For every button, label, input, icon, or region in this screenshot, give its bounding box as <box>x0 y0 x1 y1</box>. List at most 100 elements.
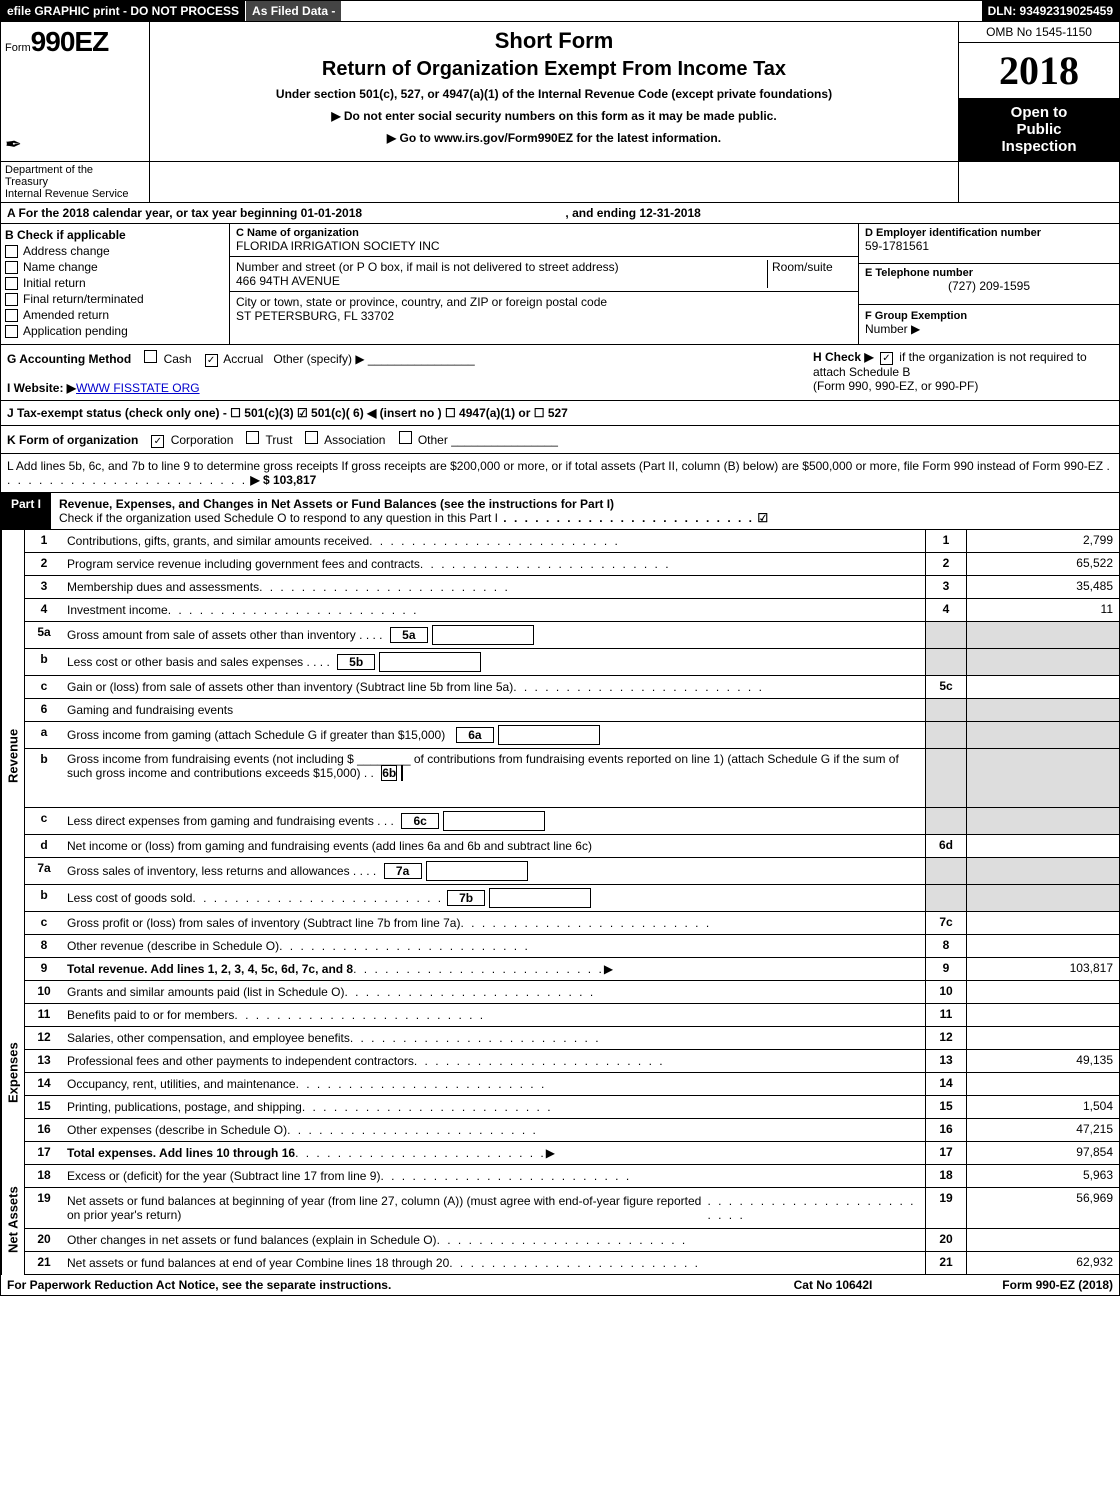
sec-g-row: G Accounting Method Cash Accrual Other (… <box>0 345 1120 401</box>
sec-j-row: J Tax-exempt status (check only one) - ☐… <box>0 401 1120 426</box>
line-8-desc: Other revenue (describe in Schedule O) <box>67 939 279 953</box>
open-to-public-box: Open to Public Inspection <box>959 98 1119 161</box>
line-6b-desc: Gross income from fundraising events (no… <box>67 752 354 766</box>
line-4-value: 11 <box>966 599 1119 621</box>
line-15-value: 1,504 <box>966 1096 1119 1118</box>
efile-label: efile GRAPHIC print - DO NOT PROCESS <box>1 1 245 21</box>
line-6b-minival[interactable] <box>401 765 403 781</box>
cb-final-return[interactable]: Final return/terminated <box>5 292 225 306</box>
part1-check-mark: ☑ <box>757 511 768 525</box>
footer-form-ref: Form 990-EZ (2018) <box>933 1278 1113 1292</box>
line-6d-value <box>966 835 1119 857</box>
sec-addr-value: 466 94TH AVENUE <box>236 274 340 288</box>
header-right: OMB No 1545-1150 2018 Open to Public Ins… <box>958 22 1119 161</box>
form-prefix: Form <box>5 42 31 54</box>
sec-a-ending: , and ending 12-31-2018 <box>565 206 700 220</box>
cb-name-change[interactable]: Name change <box>5 260 225 274</box>
line-4-desc: Investment income <box>67 603 168 617</box>
line-12-value <box>966 1027 1119 1049</box>
cb-assoc[interactable] <box>305 431 318 444</box>
sec-addr-label: Number and street (or P O box, if mail i… <box>236 260 619 274</box>
line-18-value: 5,963 <box>966 1165 1119 1187</box>
sec-j-text: J Tax-exempt status (check only one) - ☐… <box>7 406 568 420</box>
netassets-side-label: Net Assets <box>1 1165 24 1275</box>
sec-i-label: I Website: ▶ <box>7 381 76 395</box>
cb-accrual[interactable] <box>205 354 218 367</box>
cb-application-pending[interactable]: Application pending <box>5 324 225 338</box>
line-6a-minival[interactable] <box>498 725 600 745</box>
line-2-value: 65,522 <box>966 553 1119 575</box>
line-12-desc: Salaries, other compensation, and employ… <box>67 1031 350 1045</box>
line-17-desc: Total expenses. Add lines 10 through 16 <box>67 1146 295 1160</box>
line-7c-desc: Gross profit or (loss) from sales of inv… <box>67 916 460 930</box>
line-1-desc: Contributions, gifts, grants, and simila… <box>67 534 369 548</box>
line-10-desc: Grants and similar amounts paid (list in… <box>67 985 344 999</box>
sec-d-value: 59-1781561 <box>865 239 1113 253</box>
line-13-desc: Professional fees and other payments to … <box>67 1054 414 1068</box>
line-3-desc: Membership dues and assessments <box>67 580 259 594</box>
sec-l-text: L Add lines 5b, 6c, and 7b to line 9 to … <box>7 459 1103 473</box>
sec-h-block: H Check ▶ if the organization is not req… <box>813 350 1113 395</box>
as-filed-label: As Filed Data - <box>245 1 341 21</box>
open-line3: Inspection <box>965 138 1113 155</box>
sec-c-block: C Name of organization FLORIDA IRRIGATIO… <box>230 224 858 344</box>
revenue-side-label: Revenue <box>1 530 24 981</box>
line-8-value <box>966 935 1119 957</box>
page-footer: For Paperwork Reduction Act Notice, see … <box>0 1275 1120 1296</box>
form-number: 990EZ <box>31 26 109 57</box>
line-10-value <box>966 981 1119 1003</box>
sec-city-value: ST PETERSBURG, FL 33702 <box>236 309 852 323</box>
line-15-desc: Printing, publications, postage, and shi… <box>67 1100 302 1114</box>
line-5c-value <box>966 676 1119 698</box>
cb-cash[interactable] <box>144 350 157 363</box>
sec-k-label: K Form of organization <box>7 433 138 447</box>
short-form-title: Short Form <box>156 28 952 54</box>
sec-h-text2: (Form 990, 990-EZ, or 990-PF) <box>813 379 978 393</box>
goto-link-text: ▶ Go to www.irs.gov/Form990EZ for the la… <box>387 131 721 145</box>
cb-other[interactable] <box>399 431 412 444</box>
netassets-section: Net Assets 18Excess or (deficit) for the… <box>0 1165 1120 1275</box>
line-19-value: 56,969 <box>966 1188 1119 1228</box>
footer-left: For Paperwork Reduction Act Notice, see … <box>7 1278 733 1292</box>
line-5c-desc: Gain or (loss) from sale of assets other… <box>67 680 513 694</box>
dept-right-spacer <box>958 162 1119 202</box>
line-5a-minival[interactable] <box>432 625 534 645</box>
goto-link[interactable]: ▶ Go to www.irs.gov/Form990EZ for the la… <box>156 131 952 145</box>
omb-number: OMB No 1545-1150 <box>959 22 1119 43</box>
revenue-section: Revenue 1Contributions, gifts, grants, a… <box>0 530 1120 981</box>
line-6a-desc: Gross income from gaming (attach Schedul… <box>67 728 445 742</box>
cb-address-change[interactable]: Address change <box>5 244 225 258</box>
cb-amended-return[interactable]: Amended return <box>5 308 225 322</box>
cb-trust[interactable] <box>246 431 259 444</box>
sec-k-row: K Form of organization Corporation Trust… <box>0 426 1120 454</box>
sec-l-amount: ▶ $ 103,817 <box>250 473 316 487</box>
sec-e-label: E Telephone number <box>865 267 1113 279</box>
sec-c-value: FLORIDA IRRIGATION SOCIETY INC <box>236 239 852 253</box>
line-5a-desc: Gross amount from sale of assets other t… <box>67 628 356 642</box>
dept-row: Department of the Treasury Internal Reve… <box>0 162 1120 203</box>
line-9-desc: Total revenue. Add lines 1, 2, 3, 4, 5c,… <box>67 962 353 976</box>
part1-header: Part I Revenue, Expenses, and Changes in… <box>0 493 1120 530</box>
dln-label: DLN: 93492319025459 <box>982 1 1119 21</box>
website-link[interactable]: WWW FISSTATE ORG <box>76 381 200 395</box>
expenses-side-label: Expenses <box>1 981 24 1165</box>
line-7a-minival[interactable] <box>426 861 528 881</box>
sec-h-label: H Check ▶ <box>813 350 874 364</box>
sec-a-text: A For the 2018 calendar year, or tax yea… <box>7 206 362 220</box>
line-20-desc: Other changes in net assets or fund bala… <box>67 1233 437 1247</box>
cb-sec-h[interactable] <box>880 352 893 365</box>
sec-c-label: C Name of organization <box>236 227 852 239</box>
sec-d-label: D Employer identification number <box>865 227 1113 239</box>
expenses-section: Expenses 10Grants and similar amounts pa… <box>0 981 1120 1165</box>
cb-initial-return[interactable]: Initial return <box>5 276 225 290</box>
header-center: Short Form Return of Organization Exempt… <box>150 22 958 161</box>
line-5b-desc: Less cost or other basis and sales expen… <box>67 655 303 669</box>
line-11-desc: Benefits paid to or for members <box>67 1008 234 1022</box>
line-1-value: 2,799 <box>966 530 1119 552</box>
cb-corp[interactable] <box>151 435 164 448</box>
line-16-desc: Other expenses (describe in Schedule O) <box>67 1123 287 1137</box>
line-6c-minival[interactable] <box>443 811 545 831</box>
line-5b-minival[interactable] <box>379 652 481 672</box>
line-2-desc: Program service revenue including govern… <box>67 557 420 571</box>
line-7b-minival[interactable] <box>489 888 591 908</box>
